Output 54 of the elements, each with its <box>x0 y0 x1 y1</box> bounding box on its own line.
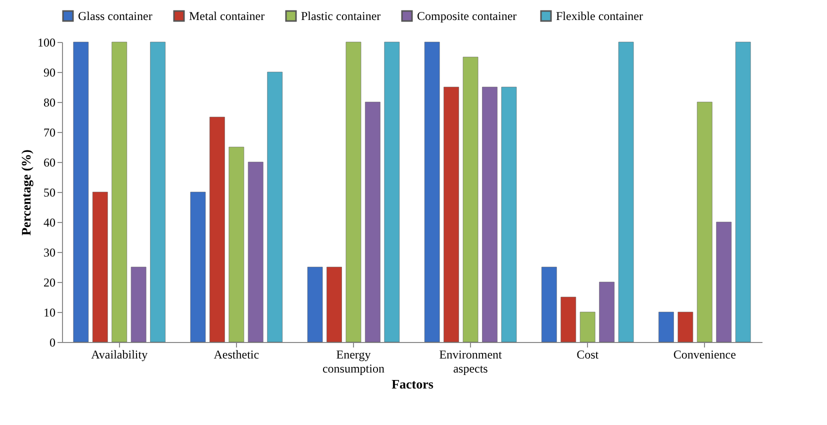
x-tick-label: Aesthetic <box>214 348 260 362</box>
bar <box>541 266 557 342</box>
bar <box>696 102 712 342</box>
y-tick-label: 10 <box>44 306 56 320</box>
y-tick-label: 70 <box>44 126 56 140</box>
y-tick-label: 30 <box>44 246 56 260</box>
legend-label: Plastic container <box>301 9 381 23</box>
bar <box>384 42 400 342</box>
bar <box>190 192 206 342</box>
x-tick-label: Availability <box>91 348 148 362</box>
x-tick-label: Cost <box>576 348 600 362</box>
bar <box>462 56 478 342</box>
x-tick-label: Energy consumption <box>322 348 384 376</box>
bar <box>482 86 498 342</box>
bar <box>92 192 108 342</box>
y-tick-label: 20 <box>44 276 56 290</box>
bar <box>501 86 517 342</box>
bar <box>444 86 459 342</box>
x-tick-label: Environment aspects <box>439 348 503 376</box>
bar <box>735 42 751 342</box>
bar <box>248 162 264 342</box>
bar <box>307 266 323 342</box>
bar <box>73 42 89 342</box>
legend-label: Glass container <box>78 9 152 23</box>
x-tick-label: Convenience <box>673 348 736 362</box>
bar <box>228 146 244 342</box>
bar <box>424 42 440 342</box>
y-tick-label: 100 <box>38 36 56 50</box>
y-tick-label: 0 <box>50 336 56 350</box>
y-tick-label: 40 <box>44 216 56 230</box>
bar <box>658 312 674 342</box>
bar <box>678 312 694 342</box>
bar <box>365 102 380 342</box>
y-axis-title: Percentage (%) <box>18 149 34 236</box>
y-tick-label: 80 <box>44 96 56 110</box>
bar <box>150 42 166 342</box>
y-tick-label: 60 <box>44 156 56 170</box>
legend-label: Composite container <box>417 9 517 23</box>
bar <box>267 72 283 342</box>
bar <box>326 266 342 342</box>
bar <box>130 266 146 342</box>
legend-label: Metal container <box>189 9 265 23</box>
bar <box>210 116 225 342</box>
legend-label: Flexible container <box>556 9 643 23</box>
bar <box>112 42 128 342</box>
bar <box>346 42 362 342</box>
bar <box>560 296 576 342</box>
bar <box>716 222 732 342</box>
bar <box>618 42 634 342</box>
y-tick-label: 90 <box>44 66 56 80</box>
x-axis-title: Factors <box>392 376 434 392</box>
bar <box>599 282 614 342</box>
y-tick-label: 50 <box>44 186 56 200</box>
bar <box>580 312 596 342</box>
